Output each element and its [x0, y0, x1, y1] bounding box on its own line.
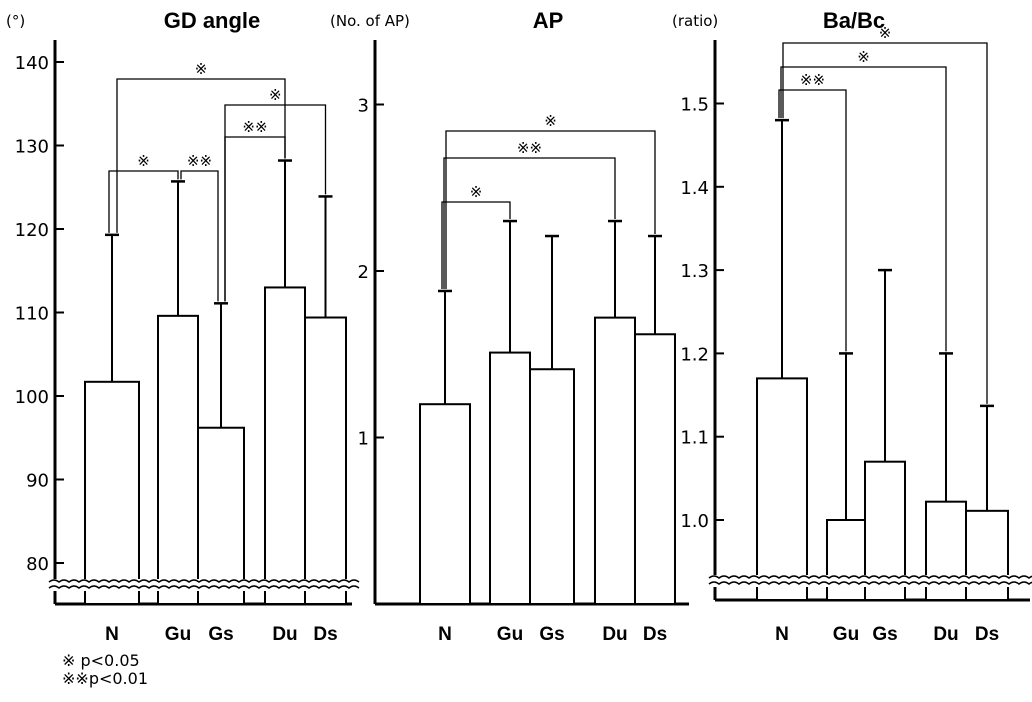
legend-p005: ※ p<0.05 — [62, 651, 140, 670]
panel3-break-line — [708, 581, 1032, 585]
panel3-bar-Gu — [826, 519, 866, 601]
panel1-bar-Gs — [197, 426, 245, 606]
panel3-ytick-label: 1.5 — [680, 95, 709, 116]
panel1-xtick-label: Gu — [165, 624, 191, 645]
panel1-bar-Ds — [304, 316, 347, 605]
panel1-xtick-label: Ds — [313, 624, 337, 645]
panel2-sig-bracket — [443, 157, 616, 289]
significance-legend: ※ p<0.05 ※※p<0.01 — [62, 652, 148, 688]
panel3-xtick-label: Gs — [872, 624, 897, 645]
panel1-ytick-label: 140 — [15, 53, 49, 74]
panel2-bar-Gu — [489, 351, 531, 605]
panel1-xtick-label: N — [105, 624, 119, 645]
panel1-ytick-label: 100 — [15, 387, 49, 408]
panel1-sig-label: ※※ — [187, 152, 212, 170]
panel3-ytick-label: 1.2 — [680, 344, 709, 365]
panel2-bar-N — [419, 403, 471, 606]
panel1-break-mask — [47, 579, 354, 591]
panel2-sig-bracket — [445, 130, 656, 289]
panel3-xtick-label: Gu — [833, 624, 859, 645]
panel2-xtick-label: Ds — [643, 624, 667, 645]
panel1-bar-Gu — [157, 314, 199, 605]
panel1-ytick-label: 130 — [15, 137, 49, 158]
panel3-ytick-label: 1.0 — [680, 511, 709, 532]
panel2-xtick-label: Gu — [497, 624, 523, 645]
panel3-bar-N — [756, 377, 808, 602]
panel2-title: AP — [533, 8, 564, 33]
panel2-ylabel: (No. of AP) — [330, 12, 410, 30]
panel1-break-line — [48, 579, 360, 583]
panel2-ytick-label: 2 — [358, 262, 369, 283]
panel1-sig-bracket — [116, 78, 286, 233]
panel1-ytick-label: 90 — [26, 471, 49, 492]
panel1-sig-bracket — [224, 136, 286, 302]
panel2-bar-Ds — [634, 333, 676, 605]
panel3-ytick-label: 1.4 — [680, 178, 709, 199]
panel1-ylabel: (°) — [6, 12, 25, 30]
panel1-ytick-label: 80 — [26, 554, 49, 575]
panel1-sig-bracket — [108, 170, 179, 233]
panel2-xtick-label: Gs — [539, 624, 564, 645]
panel1-break-line — [48, 585, 360, 589]
panel3-ylabel: (ratio) — [672, 12, 718, 30]
panel3-xtick-label: Du — [933, 624, 958, 645]
panel2-bar-Gs — [529, 368, 575, 605]
panel1-ytick-label: 120 — [15, 220, 49, 241]
panel1-sig-label: ※ — [137, 152, 150, 170]
panel3-break-line — [708, 575, 1032, 579]
panel1-xtick-label: Du — [272, 624, 297, 645]
panel3-xtick-label: Ds — [975, 624, 999, 645]
panel2-sig-label: ※ — [544, 112, 557, 130]
panel1-xtick-label: Gs — [208, 624, 233, 645]
panel1-sig-bracket — [180, 170, 219, 302]
panel2-bar-Du — [594, 316, 636, 605]
panel3-ytick-label: 1.3 — [680, 261, 709, 282]
panel3-sig-bracket — [782, 42, 988, 404]
panel3-sig-bracket — [778, 89, 847, 352]
panel1-title: GD angle — [164, 8, 261, 33]
panel3-sig-label: ※ — [857, 48, 870, 66]
panel2-xtick-label: N — [438, 624, 452, 645]
panel2-sig-label: ※ — [470, 183, 483, 201]
panel3-title: Ba/Bc — [823, 8, 885, 33]
panel1-sig-bracket — [224, 104, 327, 302]
panel2-ytick-label: 3 — [358, 96, 369, 117]
panel2-sig-bracket — [441, 201, 511, 289]
panel3-sig-bracket — [780, 66, 947, 352]
panel2-sig-label: ※※ — [517, 139, 542, 157]
panel1-bar-Du — [264, 286, 306, 605]
panel1-ytick-label: 110 — [15, 304, 49, 325]
panel2-xtick-label: Du — [602, 624, 627, 645]
panel1-sig-label: ※ — [269, 86, 282, 104]
panel3-ytick-label: 1.1 — [680, 428, 709, 449]
panel3-xtick-label: N — [775, 624, 789, 645]
panel1-sig-label: ※ — [195, 60, 208, 78]
panel3-sig-label: ※※ — [800, 71, 825, 89]
panel2-ytick-label: 1 — [358, 429, 369, 450]
panel1-sig-label: ※※ — [242, 118, 267, 136]
panel1-bar-N — [84, 380, 140, 605]
panel3-sig-label: ※ — [879, 24, 892, 42]
legend-p001: ※※p<0.01 — [62, 669, 148, 688]
